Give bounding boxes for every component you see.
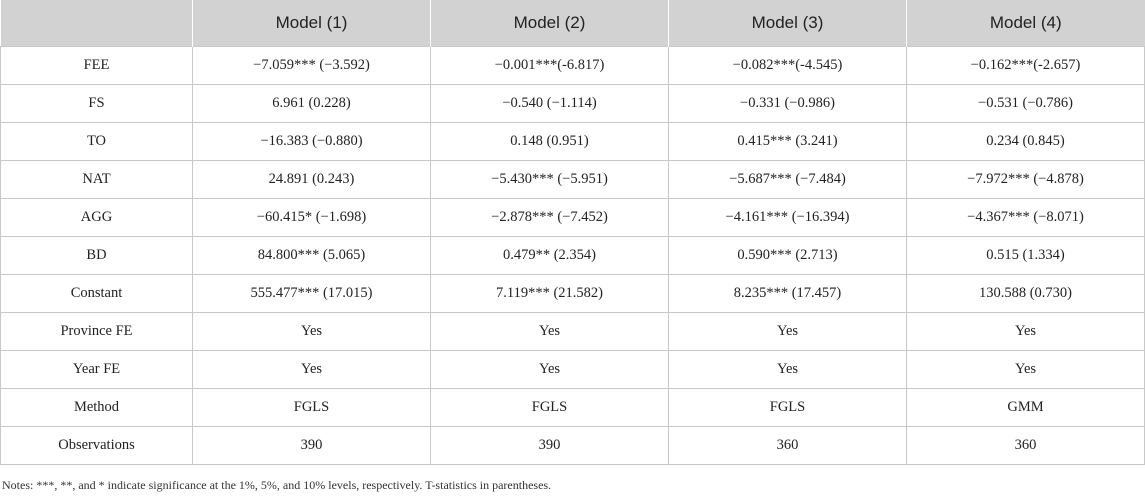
table-cell: Yes <box>668 350 907 389</box>
table-cell: 0.479** (2.354) <box>430 236 669 275</box>
row-label: AGG <box>0 198 193 237</box>
table-cell: −2.878*** (−7.452) <box>430 198 669 237</box>
table-cell: Yes <box>906 312 1145 351</box>
table-cell: 0.515 (1.334) <box>906 236 1145 275</box>
table-cell: −5.687*** (−7.484) <box>668 160 907 199</box>
table-cell: −16.383 (−0.880) <box>192 122 431 161</box>
table-cell: Yes <box>668 312 907 351</box>
table-cell: 24.891 (0.243) <box>192 160 431 199</box>
table-row: Method FGLS FGLS FGLS GMM <box>0 388 1145 427</box>
table-cell: −60.415* (−1.698) <box>192 198 431 237</box>
header-model-2: Model (2) <box>430 0 669 47</box>
table-cell: −0.531 (−0.786) <box>906 84 1145 123</box>
table-cell: 8.235*** (17.457) <box>668 274 907 313</box>
regression-table: Model (1) Model (2) Model (3) Model (4) … <box>0 0 1145 465</box>
row-label: Method <box>0 388 193 427</box>
table-cell: −7.059*** (−3.592) <box>192 46 431 85</box>
table-cell: −4.161*** (−16.394) <box>668 198 907 237</box>
table-cell: Yes <box>192 350 431 389</box>
table-cell: −4.367*** (−8.071) <box>906 198 1145 237</box>
table-row: Province FE Yes Yes Yes Yes <box>0 312 1145 351</box>
row-label: FEE <box>0 46 193 85</box>
table-cell: 360 <box>906 426 1145 465</box>
table-cell: 0.234 (0.845) <box>906 122 1145 161</box>
table-cell: FGLS <box>192 388 431 427</box>
row-label: NAT <box>0 160 193 199</box>
header-model-3: Model (3) <box>668 0 907 47</box>
table-cell: −5.430*** (−5.951) <box>430 160 669 199</box>
table-cell: 0.415*** (3.241) <box>668 122 907 161</box>
table-row: Year FE Yes Yes Yes Yes <box>0 350 1145 389</box>
table-cell: −0.331 (−0.986) <box>668 84 907 123</box>
table-cell: −0.540 (−1.114) <box>430 84 669 123</box>
row-label: Province FE <box>0 312 193 351</box>
table-cell: 0.590*** (2.713) <box>668 236 907 275</box>
table-notes: Notes: ***, **, and * indicate significa… <box>2 478 552 492</box>
table-cell: Yes <box>906 350 1145 389</box>
row-label: Year FE <box>0 350 193 389</box>
row-label: Observations <box>0 426 193 465</box>
table-cell: 555.477*** (17.015) <box>192 274 431 313</box>
table-row: Constant 555.477*** (17.015) 7.119*** (2… <box>0 274 1145 313</box>
table-cell: 130.588 (0.730) <box>906 274 1145 313</box>
table-cell: 360 <box>668 426 907 465</box>
table-cell: 84.800*** (5.065) <box>192 236 431 275</box>
table-row: FS 6.961 (0.228) −0.540 (−1.114) −0.331 … <box>0 84 1145 123</box>
table-cell: FGLS <box>668 388 907 427</box>
table-row: AGG −60.415* (−1.698) −2.878*** (−7.452)… <box>0 198 1145 237</box>
table-cell: −0.082***(-4.545) <box>668 46 907 85</box>
table-cell: 390 <box>192 426 431 465</box>
row-label: FS <box>0 84 193 123</box>
row-label: BD <box>0 236 193 275</box>
table-row: NAT 24.891 (0.243) −5.430*** (−5.951) −5… <box>0 160 1145 199</box>
table-row: Observations 390 390 360 360 <box>0 426 1145 465</box>
table-header-row: Model (1) Model (2) Model (3) Model (4) <box>0 0 1145 47</box>
row-label: TO <box>0 122 193 161</box>
table-cell: Yes <box>430 350 669 389</box>
header-corner <box>0 0 193 47</box>
table-cell: −7.972*** (−4.878) <box>906 160 1145 199</box>
table-cell: 6.961 (0.228) <box>192 84 431 123</box>
header-model-4: Model (4) <box>906 0 1145 47</box>
table-cell: Yes <box>192 312 431 351</box>
table-cell: FGLS <box>430 388 669 427</box>
row-label: Constant <box>0 274 193 313</box>
table-cell: GMM <box>906 388 1145 427</box>
table-row: TO −16.383 (−0.880) 0.148 (0.951) 0.415*… <box>0 122 1145 161</box>
table-row: BD 84.800*** (5.065) 0.479** (2.354) 0.5… <box>0 236 1145 275</box>
table-cell: 7.119*** (21.582) <box>430 274 669 313</box>
table-row: FEE −7.059*** (−3.592) −0.001***(-6.817)… <box>0 46 1145 85</box>
table-cell: −0.162***(-2.657) <box>906 46 1145 85</box>
table-cell: −0.001***(-6.817) <box>430 46 669 85</box>
table-cell: 390 <box>430 426 669 465</box>
header-model-1: Model (1) <box>192 0 431 47</box>
table-cell: Yes <box>430 312 669 351</box>
table-cell: 0.148 (0.951) <box>430 122 669 161</box>
regression-table-container: Model (1) Model (2) Model (3) Model (4) … <box>0 0 1145 465</box>
